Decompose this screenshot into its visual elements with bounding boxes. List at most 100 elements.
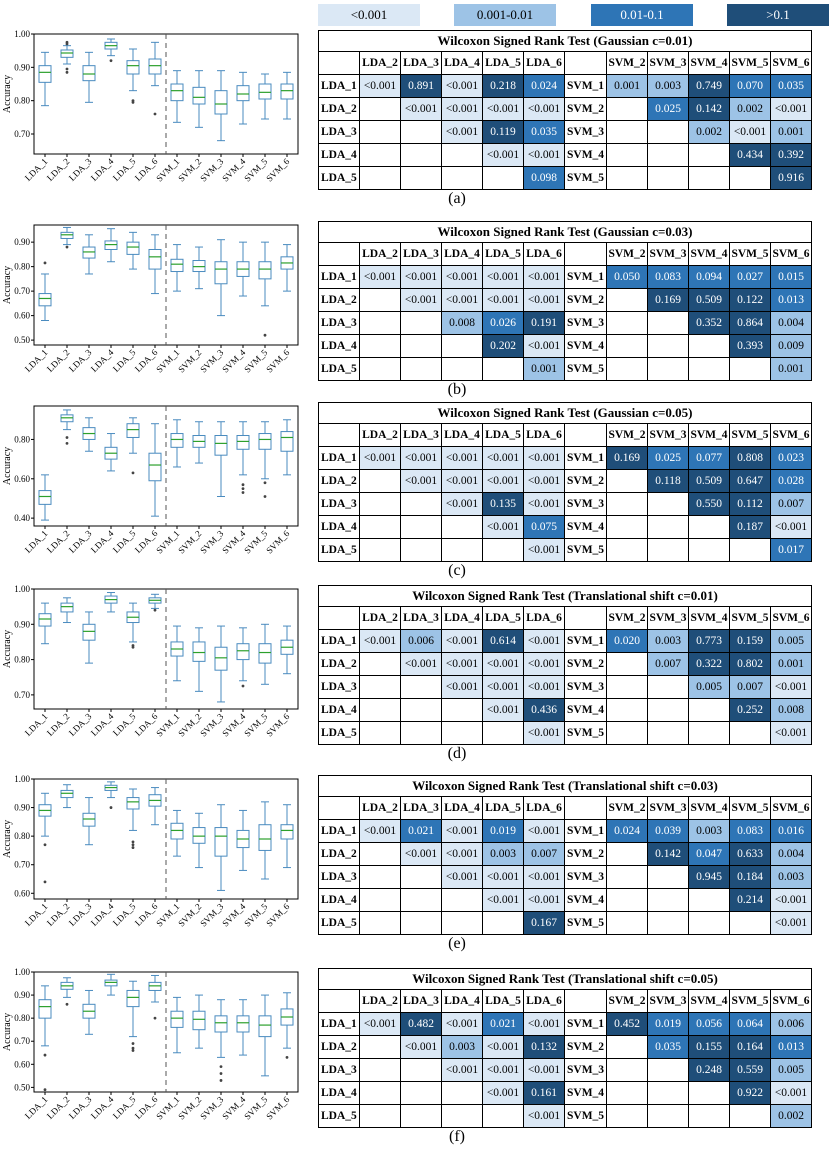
x-tick-label: LDA_5 [111,901,138,928]
column-header: SVM_2 [606,51,648,75]
p-value-cell: 0.218 [482,74,524,98]
p-value-cell: <0.001 [523,334,565,358]
row-header: LDA_3 [318,675,360,699]
p-value-cell: <0.001 [729,120,771,144]
column-header: SVM_4 [688,51,730,75]
p-value-cell [400,357,442,381]
p-value-cell [400,1104,442,1128]
y-tick-label: 0.40 [14,513,30,523]
row-header: SVM_2 [564,652,607,676]
p-value-cell: <0.001 [441,288,483,312]
p-value-cell [606,888,648,912]
row-header: LDA_1 [318,629,360,653]
p-value-cell: 0.007 [729,675,771,699]
row-header: LDA_5 [318,721,360,745]
x-tick-label: SVM_5 [242,901,270,929]
table-row: LDA_5 0.001 SVM_5 0.001 [318,357,812,381]
table-row: LDA_4 <0.001 0.161 SVM_4 0.922 <0.001 [318,1081,812,1105]
x-tick-label: LDA_3 [67,901,94,928]
p-value-cell: <0.001 [482,143,524,167]
column-header: SVM_6 [770,796,812,820]
x-tick-label: LDA_5 [111,1094,138,1121]
p-value-cell: 0.167 [523,911,565,935]
x-tick-label: SVM_6 [264,901,292,929]
p-value-cell [647,166,689,190]
p-value-cell: 0.169 [647,288,689,312]
header-corner [318,796,360,820]
p-value-cell: 0.003 [770,865,812,889]
column-header: LDA_2 [359,423,401,447]
column-header: SVM_3 [647,989,689,1013]
p-value-cell: 0.005 [688,675,730,699]
column-header: LDA_4 [441,423,483,447]
p-value-cell: <0.001 [523,888,565,912]
x-tick-label: LDA_5 [111,347,138,374]
p-value-cell: <0.001 [770,675,812,699]
p-value-cell [400,143,442,167]
box-iqr [126,989,140,1008]
row-header: SVM_2 [564,469,607,493]
header-corner [318,242,360,266]
p-value-cell: 0.016 [770,819,812,843]
p-value-cell [647,911,689,935]
column-header: LDA_5 [482,242,524,266]
p-value-cell: 0.161 [523,1081,565,1105]
x-tick-label: SVM_3 [198,901,226,929]
p-value-cell: <0.001 [359,819,401,843]
header-corner [564,989,607,1013]
p-value-cell: 0.202 [482,334,524,358]
p-value-cell: 0.614 [482,629,524,653]
box-iqr [38,65,52,83]
x-tick-label: SVM_1 [154,1094,181,1121]
table-row: LDA_4 0.202 <0.001 SVM_4 0.393 0.009 [318,334,812,358]
p-value-cell: 0.002 [688,120,730,144]
p-value-cell: <0.001 [523,288,565,312]
p-value-cell: <0.001 [523,1012,565,1036]
x-tick-label: SVM_3 [198,347,226,375]
y-tick-label: 0.50 [14,1082,30,1092]
p-value-cell: 0.322 [688,652,730,676]
x-tick-label: LDA_1 [23,528,50,555]
row-header: LDA_1 [318,265,360,289]
p-value-cell [359,1035,401,1059]
x-tick-label: LDA_2 [45,711,72,738]
row-header: LDA_4 [318,143,360,167]
column-header: LDA_3 [400,423,442,447]
p-value-cell: 0.001 [770,120,812,144]
table-row: LDA_1 <0.001 0.891 <0.001 0.218 0.024 SVM_1 0.0… [318,74,812,98]
p-value-cell: 0.005 [770,629,812,653]
p-value-cell [359,842,401,866]
row-header: SVM_2 [564,842,607,866]
p-value-cell: 0.021 [482,1012,524,1036]
p-value-cell [359,652,401,676]
p-value-cell [400,492,442,516]
x-tick-label: LDA_3 [67,156,94,183]
box-iqr [192,1010,206,1031]
row-header: SVM_5 [564,1104,607,1128]
legend-item-001-01: 0.01-0.1 [591,2,693,26]
column-header: SVM_6 [770,989,812,1013]
x-tick-label: SVM_2 [176,156,203,183]
y-tick-label: 0.70 [14,286,30,296]
table-row: LDA_5 0.098 SVM_5 0.916 [318,166,812,190]
x-tick-label: SVM_5 [242,347,270,375]
table-row: LDA_4 <0.001 0.436 SVM_4 0.252 0.008 [318,698,812,722]
row-header: SVM_4 [564,698,607,722]
p-value-cell: <0.001 [441,629,483,653]
p-value-cell: <0.001 [482,652,524,676]
box-outlier [263,481,267,485]
row-header: LDA_5 [318,911,360,935]
p-value-cell: 0.007 [523,842,565,866]
p-value-cell [441,721,483,745]
wilcoxon-table: Wilcoxon Signed Rank Test (Translational… [318,968,812,1128]
p-value-cell: 0.003 [647,74,689,98]
p-value-cell [441,1081,483,1105]
column-header: LDA_5 [482,606,524,630]
p-value-cell: 0.252 [729,698,771,722]
p-value-cell: 0.020 [606,629,648,653]
box-iqr [214,1015,228,1033]
p-value-cell [400,311,442,335]
x-tick-label: LDA_3 [67,528,94,555]
x-tick-label: SVM_4 [220,711,248,739]
p-value-cell [606,97,648,121]
